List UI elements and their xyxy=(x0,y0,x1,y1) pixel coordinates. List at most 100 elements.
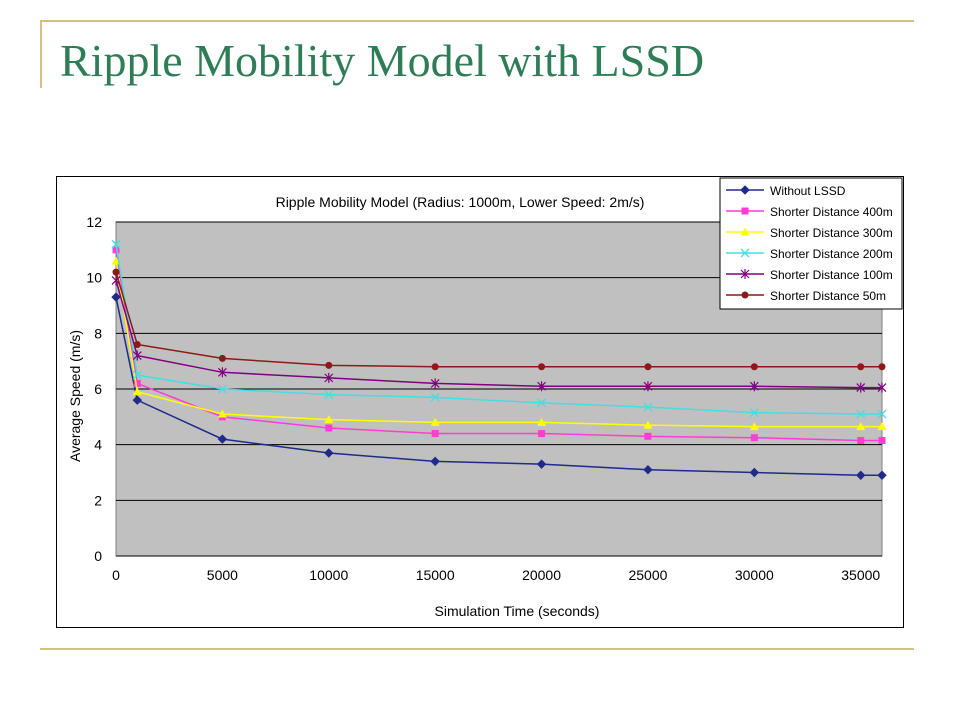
data-point xyxy=(877,409,887,419)
legend-entry: Shorter Distance 300m xyxy=(726,226,893,240)
series-line xyxy=(115,244,882,415)
legend-entry: Shorter Distance 200m xyxy=(726,247,893,261)
series-6 xyxy=(112,268,886,371)
legend-swatch-marker xyxy=(741,207,749,215)
bottom-rule xyxy=(40,648,914,650)
chart-title: Ripple Mobility Model (Radius: 1000m, Lo… xyxy=(276,194,645,210)
y-axis-tick-labels: 0 2 4 6 8 10 12 xyxy=(86,214,102,564)
legend-swatch-marker xyxy=(740,248,750,258)
data-point xyxy=(877,382,887,393)
x-tick-label: 15000 xyxy=(416,567,455,583)
x-tick-label: 0 xyxy=(112,567,120,583)
data-point xyxy=(878,363,886,371)
data-point xyxy=(538,430,546,438)
data-point xyxy=(643,381,653,392)
slide-title: Ripple Mobility Model with LSSD xyxy=(60,35,705,86)
legend-label: Shorter Distance 200m xyxy=(770,247,893,261)
y-axis-label: Average Speed (m/s) xyxy=(67,330,83,462)
title-accent-rule xyxy=(40,20,42,88)
data-point xyxy=(218,354,226,362)
legend-entry: Shorter Distance 400m xyxy=(726,205,893,219)
data-point xyxy=(856,470,866,480)
legend-label: Without LSSD xyxy=(770,184,846,198)
data-point xyxy=(217,367,227,378)
data-point xyxy=(132,395,142,405)
data-point xyxy=(217,384,227,394)
data-point xyxy=(324,415,334,424)
x-tick-label: 20000 xyxy=(522,567,561,583)
data-point xyxy=(132,387,142,396)
data-point xyxy=(324,390,334,400)
legend-entry: Shorter Distance 50m xyxy=(726,289,886,303)
legend-entry: Without LSSD xyxy=(726,184,846,198)
data-point xyxy=(856,382,866,393)
legend-label: Shorter Distance 50m xyxy=(770,289,886,303)
legend-label: Shorter Distance 100m xyxy=(770,268,893,282)
data-point xyxy=(325,361,333,369)
data-point xyxy=(537,381,546,392)
x-tick-label: 5000 xyxy=(207,567,238,583)
y-tick-label: 0 xyxy=(94,548,102,564)
data-point xyxy=(857,363,865,371)
y-tick-label: 4 xyxy=(94,437,102,453)
data-point xyxy=(133,340,141,348)
data-point xyxy=(217,434,228,444)
data-point xyxy=(856,409,866,419)
x-axis-tick-labels: 0 5000 10000 15000 20000 25000 30000 35000 xyxy=(112,567,880,583)
x-tick-label: 30000 xyxy=(735,567,774,583)
data-point xyxy=(537,398,547,408)
data-point xyxy=(750,363,758,371)
legend-box xyxy=(719,177,903,310)
legend-label: Shorter Distance 400m xyxy=(770,205,893,219)
series-layer xyxy=(111,239,887,480)
data-point xyxy=(431,430,439,438)
x-tick-label: 25000 xyxy=(628,567,667,583)
data-point xyxy=(749,408,759,418)
legend-swatch-marker xyxy=(740,269,750,279)
legend-swatch-marker xyxy=(740,227,750,236)
data-point xyxy=(877,422,887,431)
data-point xyxy=(877,470,887,480)
data-point xyxy=(878,436,886,444)
data-point xyxy=(856,422,866,431)
data-point xyxy=(643,465,653,475)
series-3 xyxy=(111,256,887,431)
legend: Without LSSD Shorter Distance 400m Shorter… xyxy=(719,177,903,310)
legend-swatch-marker xyxy=(740,185,750,195)
data-point xyxy=(536,459,547,469)
data-point xyxy=(112,246,120,254)
data-point xyxy=(111,292,121,302)
y-tick-label: 8 xyxy=(94,325,102,341)
chart: Ripple Mobility Model (Radius: 1000m, Lo… xyxy=(56,176,904,628)
legend-entry: Shorter Distance 100m xyxy=(726,268,893,282)
y-tick-label: 2 xyxy=(94,492,102,508)
data-point xyxy=(431,363,439,371)
data-point xyxy=(324,448,334,458)
data-point xyxy=(750,434,758,442)
legend-label: Shorter Distance 300m xyxy=(770,226,893,240)
y-tick-label: 10 xyxy=(86,270,102,286)
data-point xyxy=(132,370,142,380)
data-point xyxy=(112,268,120,276)
series-5 xyxy=(111,275,887,393)
series-1 xyxy=(111,292,887,480)
data-point xyxy=(217,409,227,418)
data-point xyxy=(430,417,440,426)
data-point xyxy=(325,424,333,432)
series-line xyxy=(115,280,882,389)
data-point xyxy=(749,467,760,478)
data-point xyxy=(643,420,653,429)
legend-swatch-marker xyxy=(741,291,749,299)
x-tick-label: 10000 xyxy=(309,567,348,583)
data-point xyxy=(749,422,759,431)
y-tick-label: 12 xyxy=(86,214,102,230)
data-point xyxy=(430,392,440,402)
data-point xyxy=(857,436,865,444)
data-point xyxy=(749,381,759,392)
x-tick-label: 35000 xyxy=(841,567,880,583)
data-point xyxy=(643,402,653,412)
series-2 xyxy=(112,246,886,444)
series-line xyxy=(115,260,882,428)
data-point xyxy=(133,379,141,387)
series-line xyxy=(115,249,882,442)
